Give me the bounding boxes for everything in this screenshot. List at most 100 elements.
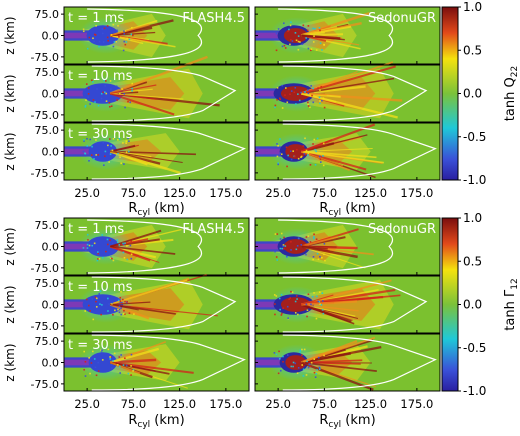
speckle bbox=[290, 249, 292, 251]
speckle bbox=[97, 370, 100, 372]
colorbar-tick-label: 1.0 bbox=[463, 0, 482, 14]
time-label: t = 30 ms bbox=[68, 338, 133, 353]
speckle bbox=[119, 297, 122, 299]
flow-streak bbox=[110, 144, 136, 153]
speckle bbox=[104, 155, 106, 158]
speckle bbox=[122, 312, 125, 315]
y-tick-label: 0.0 bbox=[42, 30, 60, 43]
speckle bbox=[105, 92, 108, 95]
speckle bbox=[115, 85, 118, 88]
speckle bbox=[133, 313, 135, 315]
flow-streak bbox=[109, 303, 150, 320]
x-tick-label: 25.0 bbox=[74, 186, 100, 200]
speckle bbox=[85, 249, 87, 252]
speckle bbox=[84, 360, 87, 363]
speckle bbox=[274, 106, 276, 109]
speckle bbox=[275, 295, 278, 297]
speckle bbox=[294, 312, 297, 314]
speckle bbox=[110, 363, 113, 366]
colorbar-label: tanh Γ12 bbox=[503, 278, 520, 330]
speckle bbox=[318, 96, 321, 99]
speckle bbox=[117, 138, 119, 141]
speckle bbox=[89, 372, 91, 375]
speckle bbox=[292, 361, 295, 364]
speckle bbox=[289, 150, 292, 152]
speckle bbox=[110, 88, 112, 90]
speckle bbox=[313, 358, 316, 360]
speckle bbox=[82, 30, 85, 33]
speckle bbox=[276, 87, 279, 89]
speckle bbox=[305, 149, 308, 152]
speckle bbox=[306, 315, 308, 318]
speckle bbox=[291, 291, 294, 294]
speckle bbox=[282, 355, 284, 358]
speckle bbox=[126, 300, 128, 303]
speckle bbox=[82, 28, 85, 31]
speckle bbox=[94, 296, 97, 299]
flow-streak bbox=[301, 77, 395, 95]
panel bbox=[254, 333, 441, 392]
speckle bbox=[126, 37, 128, 40]
speckle bbox=[107, 144, 109, 147]
speckle bbox=[111, 149, 114, 152]
speckle bbox=[318, 155, 321, 158]
speckle bbox=[108, 303, 110, 305]
speckle bbox=[278, 297, 281, 300]
speckle bbox=[313, 35, 315, 38]
speckle bbox=[82, 29, 85, 32]
speckle bbox=[102, 91, 104, 94]
flow-streak bbox=[109, 245, 151, 262]
speckle bbox=[130, 257, 133, 260]
speckle bbox=[102, 141, 104, 144]
speckle bbox=[93, 33, 96, 36]
speckle bbox=[121, 88, 123, 90]
speckle bbox=[95, 25, 97, 27]
speckle bbox=[315, 49, 318, 51]
speckle bbox=[115, 40, 118, 43]
speckle bbox=[289, 43, 291, 46]
speckle bbox=[107, 310, 109, 312]
speckle bbox=[282, 244, 285, 246]
speckle bbox=[101, 359, 104, 361]
x-tick-label: 75.0 bbox=[121, 397, 147, 411]
speckle bbox=[131, 87, 134, 90]
flow-streak bbox=[301, 25, 352, 37]
speckle bbox=[86, 247, 89, 249]
speckle bbox=[275, 49, 278, 52]
speckle bbox=[304, 91, 306, 93]
speckle bbox=[89, 103, 91, 105]
speckle bbox=[293, 91, 296, 94]
speckle bbox=[92, 37, 94, 40]
speckle bbox=[123, 163, 125, 165]
speckle bbox=[313, 371, 316, 374]
speckle bbox=[93, 242, 96, 245]
panel: t = 1 ms FLASH4.5 75.0 0.0 -75.0 bbox=[31, 6, 250, 65]
flow-streak bbox=[110, 34, 176, 48]
x-axis-label: Rcyl (km) bbox=[319, 413, 375, 430]
flow-streak bbox=[110, 245, 176, 255]
flow-streak bbox=[110, 358, 157, 364]
speckle bbox=[118, 36, 120, 38]
speckle bbox=[298, 99, 301, 102]
speckle bbox=[314, 164, 317, 166]
speckle bbox=[124, 313, 126, 316]
speckle bbox=[295, 39, 298, 42]
axis-jet-core bbox=[64, 243, 92, 250]
y-tick-label: 0.0 bbox=[42, 88, 60, 101]
speckle bbox=[91, 145, 93, 148]
speckle bbox=[83, 368, 85, 371]
speckle bbox=[119, 156, 121, 159]
speckle bbox=[297, 93, 299, 95]
y-tick-label: 0.0 bbox=[42, 146, 60, 159]
speckle bbox=[312, 27, 315, 30]
speckle bbox=[302, 145, 305, 147]
speckle bbox=[292, 365, 294, 368]
speckle bbox=[302, 375, 305, 377]
speckle bbox=[132, 34, 134, 37]
speckle bbox=[129, 101, 131, 104]
speckle bbox=[323, 242, 326, 245]
speckle bbox=[294, 86, 297, 89]
speckle bbox=[322, 312, 325, 315]
speckle bbox=[87, 96, 90, 98]
speckle bbox=[132, 369, 135, 371]
